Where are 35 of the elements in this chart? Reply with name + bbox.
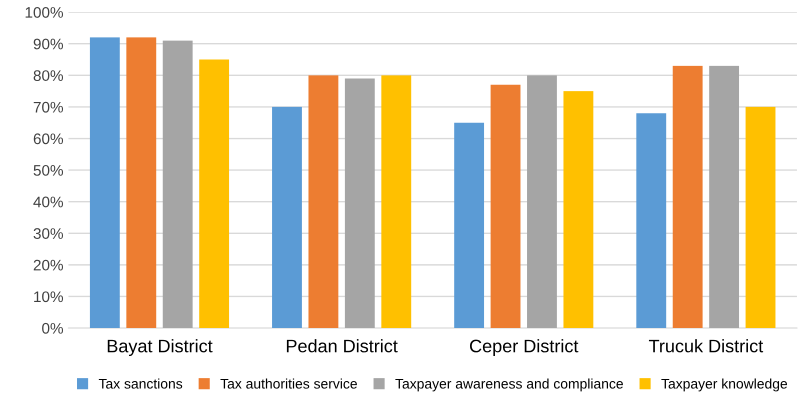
bar xyxy=(672,66,703,328)
x-tick-label: Ceper District xyxy=(470,339,578,356)
bar xyxy=(272,106,302,328)
bar xyxy=(490,84,520,328)
y-tick-label: 50% xyxy=(34,164,64,176)
bar xyxy=(126,37,156,328)
bar xyxy=(199,60,230,328)
x-tick-label: Trucuk District xyxy=(648,339,764,352)
legend-label: Taxpayer awareness and compliance xyxy=(395,378,623,392)
y-tick-label: 70% xyxy=(34,102,64,113)
y-tick-label: 90% xyxy=(34,38,64,50)
legend-label: Tax sanctions xyxy=(98,378,182,389)
y-tick-label: 100% xyxy=(26,7,64,18)
y-tick-label: 0% xyxy=(42,322,64,334)
bar xyxy=(308,75,338,328)
y-tick-label: 20% xyxy=(34,260,64,271)
bar xyxy=(162,40,193,328)
bar xyxy=(746,106,776,328)
bar xyxy=(90,37,120,328)
y-tick-label: 40% xyxy=(33,196,64,208)
bar xyxy=(636,113,666,328)
x-tick-label: Pedan District xyxy=(286,339,398,352)
y-tick-label: 80% xyxy=(34,70,64,82)
y-tick-label: 60% xyxy=(34,133,64,144)
legend-label: Taxpayer knowledge xyxy=(661,378,788,392)
y-tick-label: 30% xyxy=(34,228,64,239)
bar xyxy=(344,78,375,328)
bar xyxy=(709,66,740,328)
legend-label: Tax authorities service xyxy=(220,378,357,389)
bar xyxy=(381,75,412,328)
bar xyxy=(563,91,594,328)
bar xyxy=(454,122,484,328)
y-tick-label: 10% xyxy=(34,291,64,302)
x-tick-label: Bayat District xyxy=(108,339,213,356)
bar xyxy=(527,75,557,328)
